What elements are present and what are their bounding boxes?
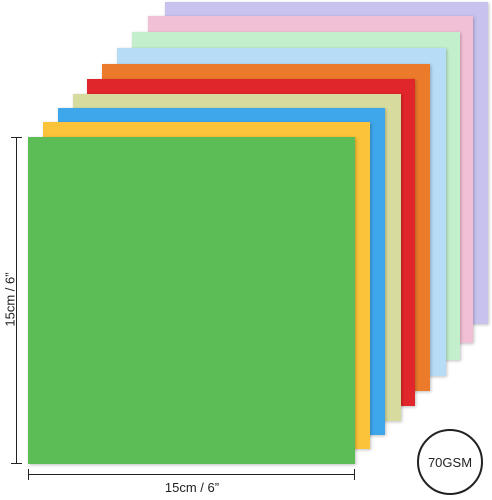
width-dimension-label: 15cm / 6” [164,480,220,495]
width-dimension-line [28,474,355,475]
width-dimension-right-tick [354,469,355,480]
height-dimension-bottom-tick [11,463,22,464]
height-dimension-line [16,137,17,464]
paper-weight-label: 70GSM [427,454,473,470]
paper-weight-badge: 70GSM [417,429,483,495]
height-dimension-label: 15cm / 6” [2,272,18,327]
sheet-green [28,137,355,464]
